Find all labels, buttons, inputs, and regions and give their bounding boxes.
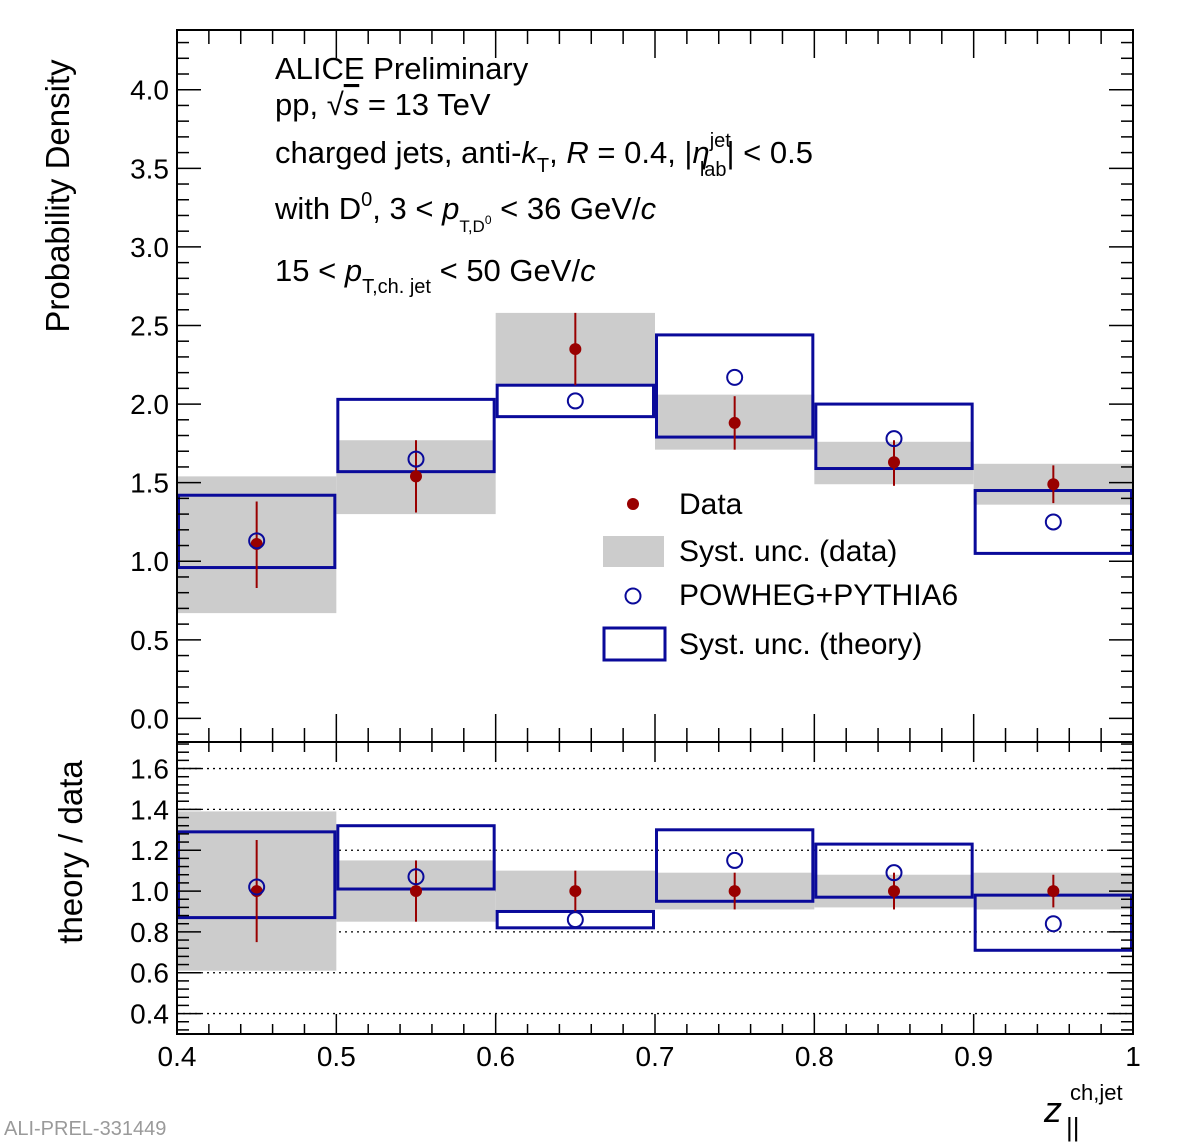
theory-point-1 — [407, 450, 425, 468]
x-axis-title-subscript: || — [1066, 1112, 1080, 1142]
legend-label-data: Data — [679, 488, 743, 521]
y-tick-label-bottom-1: 0.6 — [130, 958, 169, 989]
x-axis-title: z ch,jet || — [1043, 1080, 1123, 1142]
x-tick-label-2: 0.6 — [476, 1041, 515, 1072]
syst-theory-box-2 — [495, 909, 655, 930]
annotation-jet-definition: charged jets, anti-kT, R = 0.4, |ηjet lab… — [275, 130, 813, 181]
bottom-y-axis-title: theory / data — [52, 760, 89, 944]
data-point-1 — [410, 885, 422, 898]
theory-point-5 — [1044, 513, 1062, 531]
y-tick-label-top-8: 4.0 — [130, 75, 169, 106]
x-tick-label-3: 0.7 — [636, 1041, 675, 1072]
legend-label-syst-theory: Syst. unc. (theory) — [679, 628, 922, 661]
data-point-4 — [888, 885, 900, 898]
x-tick-label-6: 1 — [1125, 1041, 1141, 1072]
theory-point-3 — [726, 851, 744, 869]
x-tick-label-1: 0.5 — [317, 1041, 356, 1072]
syst-theory-box-2 — [495, 383, 655, 419]
x-tick-label-4: 0.8 — [795, 1041, 834, 1072]
top-panel: 0.0 0.5 1.0 1.5 2.0 2.5 3.0 3.5 4.0 — [130, 29, 1134, 743]
x-tick-label-5: 0.9 — [954, 1041, 993, 1072]
legend-syst-theory-swatch — [602, 626, 667, 662]
annotation-block: ALICE Preliminary pp, √s = 13 TeV charge… — [274, 51, 813, 298]
y-tick-label-top-1: 0.5 — [130, 625, 169, 656]
data-point-1 — [410, 470, 422, 483]
annotation-d0-range: with D0, 3 < pT,D0 < 36 GeV/c — [274, 189, 657, 236]
data-point-5 — [1047, 478, 1060, 491]
y-tick-label-top-7: 3.5 — [130, 153, 169, 184]
legend-syst-data-swatch — [603, 536, 664, 567]
data-point-2 — [569, 885, 582, 898]
data-point-3 — [728, 416, 741, 429]
y-tick-label-bottom-6: 1.6 — [130, 754, 169, 785]
legend-powheg-marker — [624, 587, 642, 605]
y-tick-label-bottom-2: 0.8 — [130, 917, 169, 948]
top-y-axis-title: Probability Density — [39, 59, 76, 333]
data-point-5 — [1047, 885, 1060, 898]
x-axis-title-superscript: ch,jet — [1070, 1080, 1123, 1105]
annotation-alice: ALICE Preliminary — [275, 51, 529, 86]
theory-point-3 — [726, 368, 744, 386]
x-tick-label-0: 0.4 — [158, 1041, 197, 1072]
y-tick-label-top-6: 3.0 — [130, 232, 169, 263]
y-tick-label-bottom-3: 1.0 — [130, 876, 169, 907]
theory-point-4 — [885, 864, 903, 882]
y-tick-label-top-4: 2.0 — [130, 389, 169, 420]
y-tick-label-top-5: 2.5 — [130, 310, 169, 341]
annotation-jet-pt-range: 15 < pT,ch. jet < 50 GeV/c — [275, 253, 596, 298]
y-tick-label-top-0: 0.0 — [130, 703, 169, 734]
theory-point-5 — [1044, 915, 1062, 933]
theory-point-0 — [248, 532, 266, 550]
y-tick-label-top-3: 1.5 — [130, 468, 169, 499]
legend-label-powheg: POWHEG+PYTHIA6 — [679, 579, 958, 612]
theory-point-0 — [248, 878, 266, 896]
x-axis-title-z: z — [1043, 1089, 1062, 1130]
bottom-panel: 0.4 0.6 0.8 1.0 1.2 1.4 1.6 0.4 0.5 0.6 0.7 0.8 0.9 1 — [130, 741, 1141, 1072]
y-tick-label-top-2: 1.0 — [130, 546, 169, 577]
y-tick-label-bottom-5: 1.4 — [130, 794, 169, 825]
data-point-3 — [728, 885, 741, 898]
y-tick-label-bottom-4: 1.2 — [130, 835, 169, 866]
theory-point-2 — [566, 392, 584, 410]
theory-point-4 — [885, 430, 903, 448]
data-point-4 — [888, 456, 900, 469]
theory-point-2 — [566, 911, 584, 929]
y-tick-label-bottom-0: 0.4 — [130, 999, 169, 1030]
watermark: ALI-PREL-331449 — [4, 1118, 166, 1140]
annotation-energy: pp, √s = 13 TeV — [275, 87, 491, 122]
theory-point-1 — [407, 868, 425, 886]
data-point-2 — [569, 343, 582, 356]
legend-data-marker — [627, 498, 639, 510]
legend-label-syst-data: Syst. unc. (data) — [679, 535, 897, 568]
legend: Data Syst. unc. (data) POWHEG+PYTHIA6 Sy… — [602, 488, 958, 662]
